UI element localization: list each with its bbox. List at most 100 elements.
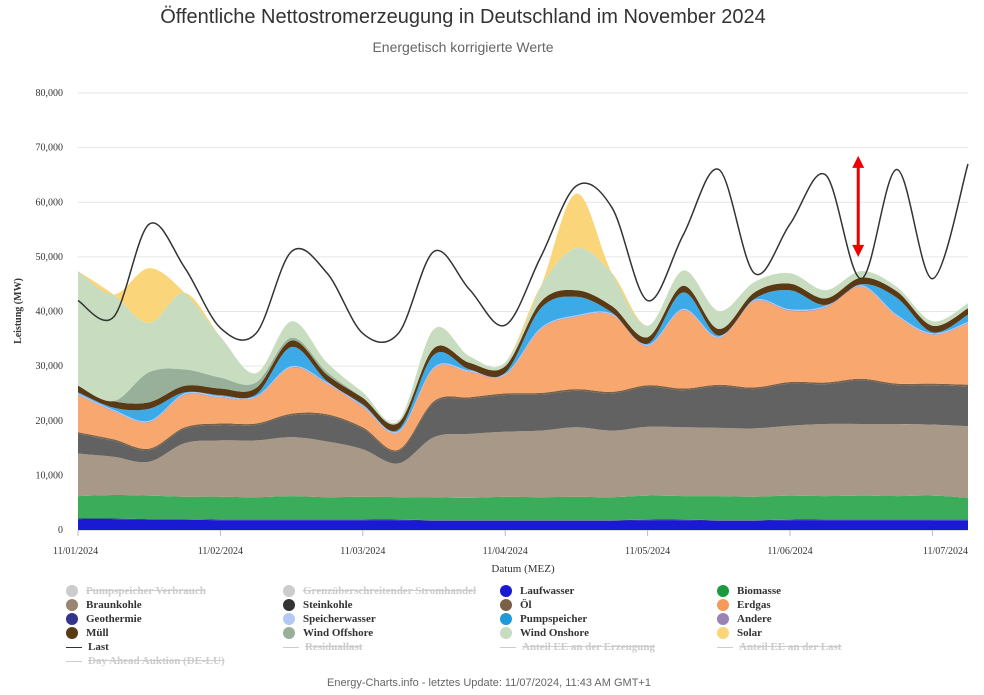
legend-label: Anteil EE an der Last [739, 641, 842, 653]
load-line-group [77, 163, 969, 343]
chart-svg[interactable]: 0 10,000 20,000 30,000 40,000 50,000 60,000 70,… [0, 0, 984, 580]
legend-item[interactable]: Solar [717, 626, 762, 640]
y-axis-title: Leistung (MW) [13, 278, 24, 344]
x-tick-label: 11/01/2024 [53, 546, 98, 557]
chart-legend: Pumpspeicher Verbrauch Grenzüberschreiten… [0, 584, 984, 674]
legend-item[interactable]: Wind Offshore [283, 626, 373, 640]
legend-line-symbol [717, 646, 733, 648]
legend-dot-symbol [500, 599, 512, 611]
legend-line-symbol [500, 646, 516, 648]
y-tick-label: 0 [58, 525, 63, 536]
legend-item[interactable]: Residuallast [283, 640, 362, 654]
y-tick-label: 80,000 [36, 88, 64, 99]
area-laufwasser [78, 519, 968, 530]
area-steinkohle [78, 380, 968, 464]
x-tick-label: 11/04/2024 [483, 546, 528, 557]
legend-label: Geothermie [86, 613, 142, 625]
legend-item[interactable]: Müll [66, 626, 109, 640]
x-tick-label: 11/05/2024 [625, 546, 670, 557]
legend-dot-symbol [283, 613, 295, 625]
legend-item[interactable]: Pumpspeicher Verbrauch [66, 584, 206, 598]
legend-item[interactable]: Andere [717, 612, 772, 626]
legend-dot-symbol [717, 627, 729, 639]
y-axis-ticks: 0 10,000 20,000 30,000 40,000 50,000 60,000 70,… [36, 88, 64, 536]
legend-label: Biomasse [737, 585, 781, 597]
legend-label: Last [88, 641, 109, 653]
legend-item[interactable]: Steinkohle [283, 598, 353, 612]
x-tick-label: 11/07/2024 [923, 546, 968, 557]
legend-label: Braunkohle [86, 599, 142, 611]
legend-item[interactable]: Speicherwasser [283, 612, 376, 626]
legend-label: Laufwasser [520, 585, 575, 597]
y-tick-label: 50,000 [36, 252, 64, 263]
legend-label: Wind Offshore [303, 627, 374, 639]
legend-dot-symbol [717, 599, 729, 611]
legend-item[interactable]: Anteil EE an der Last [717, 640, 841, 654]
x-axis-title: Datum (MEZ) [491, 563, 555, 575]
legend-dot-symbol [500, 627, 512, 639]
x-tick-label: 11/06/2024 [767, 546, 812, 557]
legend-item[interactable]: Laufwasser [500, 584, 574, 598]
chart-subtitle: Energetisch korrigierte Werte [372, 39, 554, 55]
chart-title: Öffentliche Nettostromerzeugung in Deuts… [160, 6, 766, 28]
legend-label: Anteil EE an der Erzeugung [522, 641, 656, 653]
legend-line-symbol [66, 660, 82, 662]
legend-item[interactable]: Last [66, 640, 109, 654]
legend-dot-symbol [283, 627, 295, 639]
legend-label: Day Ahead Auktion (DE-LU) [88, 655, 225, 667]
area-erdgas [78, 286, 968, 451]
legend-label: Andere [737, 613, 772, 625]
legend-label: Pumpspeicher [520, 613, 588, 625]
peak-arrow-annotation [852, 155, 865, 257]
area-öl [78, 378, 968, 452]
legend-item[interactable]: Biomasse [717, 584, 781, 598]
arrow-head-up [852, 155, 865, 168]
legend-item[interactable]: Grenzüberschreitender Stromhandel [283, 584, 476, 598]
legend-label: Müll [86, 627, 109, 639]
y-tick-label: 10,000 [36, 470, 64, 481]
legend-dot-symbol [283, 585, 295, 597]
legend-line-symbol [66, 646, 82, 648]
area-braunkohle [78, 423, 968, 498]
y-tick-label: 60,000 [36, 197, 64, 208]
arrow-head-down [852, 244, 865, 257]
legend-dot-symbol [500, 613, 512, 625]
legend-dot-symbol [717, 585, 729, 597]
legend-dot-symbol [66, 599, 78, 611]
stacked-areas [78, 193, 968, 530]
legend-line-symbol [283, 646, 299, 648]
legend-dot-symbol [66, 627, 78, 639]
legend-dot-symbol [66, 585, 78, 597]
legend-label: Speicherwasser [303, 613, 376, 625]
legend-item[interactable]: Wind Onshore [500, 626, 589, 640]
area-geothermie [78, 518, 968, 521]
legend-label: Grenzüberschreitender Stromhandel [303, 585, 477, 597]
legend-item[interactable]: Braunkohle [66, 598, 142, 612]
y-tick-label: 40,000 [36, 307, 64, 318]
legend-item[interactable]: Anteil EE an der Erzeugung [500, 640, 655, 654]
legend-item[interactable]: Geothermie [66, 612, 142, 626]
area-wind-onshore [78, 247, 968, 425]
legend-label: Solar [737, 627, 763, 639]
legend-item[interactable]: Erdgas [717, 598, 771, 612]
legend-dot-symbol [500, 585, 512, 597]
legend-label: Pumpspeicher Verbrauch [86, 585, 206, 597]
legend-dot-symbol [283, 599, 295, 611]
x-tick-label: 11/03/2024 [340, 546, 385, 557]
x-axis-ticks: 11/01/2024 11/02/2024 11/03/2024 11/04/2024… [53, 530, 968, 557]
y-tick-label: 30,000 [36, 361, 64, 372]
y-tick-label: 70,000 [36, 143, 64, 154]
legend-item[interactable]: Pumpspeicher [500, 612, 587, 626]
legend-dot-symbol [717, 613, 729, 625]
legend-item[interactable]: Day Ahead Auktion (DE-LU) [66, 654, 225, 668]
line-last [77, 163, 969, 343]
footer-credit: Energy-Charts.info - letztes Update: 11/… [327, 677, 651, 689]
legend-label: Öl [520, 599, 532, 611]
area-biomasse [78, 494, 968, 521]
legend-dot-symbol [66, 613, 78, 625]
legend-item[interactable]: Öl [500, 598, 532, 612]
y-tick-label: 20,000 [36, 416, 64, 427]
x-tick-label: 11/02/2024 [198, 546, 243, 557]
legend-label: Residuallast [305, 641, 363, 653]
legend-label: Erdgas [737, 599, 771, 611]
